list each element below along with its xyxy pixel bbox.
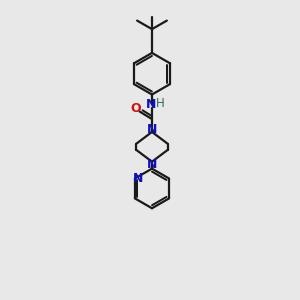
Text: H: H — [156, 97, 165, 110]
Text: N: N — [146, 98, 156, 111]
Text: N: N — [147, 158, 157, 171]
Text: N: N — [147, 123, 157, 136]
Text: N: N — [133, 172, 144, 185]
Text: O: O — [130, 102, 141, 115]
